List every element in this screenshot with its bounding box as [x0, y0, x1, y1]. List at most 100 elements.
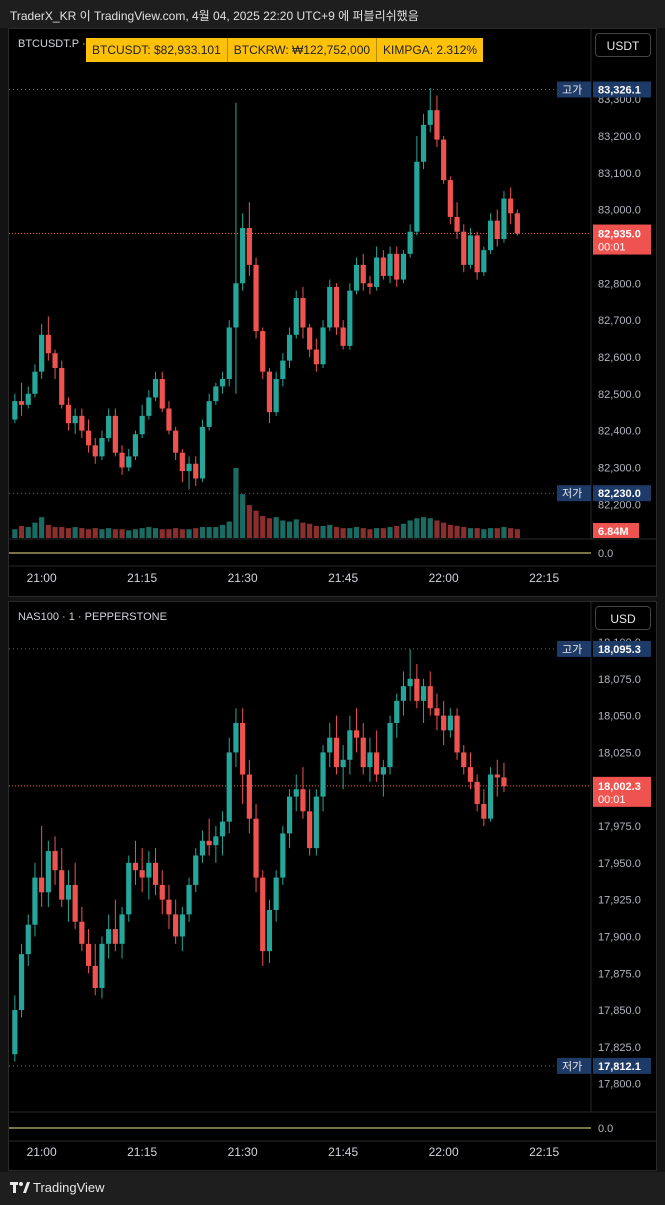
price-tick-label: 83,200.0: [598, 131, 641, 143]
low-tag-label: 저가: [562, 487, 582, 500]
volume-bar: [313, 525, 319, 538]
price-tick-label: 82,700.0: [598, 315, 641, 327]
volume-bar: [347, 528, 353, 538]
volume-bar: [166, 529, 172, 538]
high-value-bg: [593, 640, 651, 657]
candle-body: [414, 678, 420, 701]
candle-body: [119, 452, 125, 468]
time-tick-label: 22:00: [429, 571, 459, 585]
candle-body: [206, 840, 212, 846]
time-tick-label: 21:15: [127, 571, 157, 585]
volume-bar: [514, 529, 520, 538]
candle-body: [213, 836, 219, 846]
candle-body: [166, 408, 172, 431]
volume-bar: [427, 518, 433, 538]
volume-bar: [481, 529, 487, 538]
candle-body: [494, 774, 500, 778]
volume-bar: [367, 529, 373, 538]
candle-body: [139, 415, 145, 435]
candle-body: [193, 855, 199, 885]
volume-bar: [32, 522, 38, 538]
candle-body: [18, 954, 25, 1011]
candle-body: [39, 334, 45, 372]
symbol-label[interactable]: NAS100 · 1 · PEPPERSTONE: [18, 611, 167, 623]
high-value-label: 18,095.3: [598, 644, 641, 656]
candle-body: [260, 331, 266, 372]
countdown-label: 00:01: [598, 242, 626, 254]
candle-body: [501, 777, 507, 787]
volume-bar: [52, 527, 58, 538]
volume-bar: [407, 520, 413, 538]
candle-body: [112, 929, 118, 944]
price-tick-label: 17,850.0: [598, 1005, 641, 1017]
currency-button[interactable]: USDT: [595, 33, 651, 57]
volume-bar: [59, 527, 65, 538]
candle-body: [313, 349, 319, 365]
currency-button[interactable]: USD: [595, 606, 651, 630]
candle-body: [293, 789, 299, 797]
candle-body: [39, 877, 45, 893]
footer-bar: TradingView: [0, 1172, 665, 1205]
tradingview-logo-icon: [10, 1182, 30, 1193]
ticker-strip: BTCUSDT: $82,933.101 BTCKRW: ₩122,752,00…: [86, 38, 484, 62]
price-tick-label: 83,000.0: [598, 205, 641, 217]
volume-bar: [360, 528, 366, 538]
candle-body: [307, 327, 313, 350]
time-tick-label: 22:00: [429, 1145, 459, 1159]
last-price-label: 82,935.0: [598, 229, 641, 241]
price-tick-label: 82,300.0: [598, 462, 641, 474]
candle-body: [106, 415, 112, 438]
time-tick-label: 21:30: [228, 1145, 258, 1159]
volume-bar: [447, 524, 453, 538]
time-tick-label: 21:45: [328, 571, 358, 585]
candle-body: [494, 220, 500, 240]
volume-bar: [374, 528, 380, 538]
candle-body: [286, 334, 293, 361]
candle-body: [280, 833, 286, 878]
volume-bar: [273, 517, 279, 538]
candle-body: [226, 327, 232, 380]
volume-bar: [152, 528, 159, 538]
volume-bar: [112, 529, 118, 538]
candle-body: [65, 404, 72, 424]
symbol-label[interactable]: BTCUSDT.P · 1 ·: [18, 38, 102, 50]
volume-bar: [240, 494, 246, 538]
candle-body: [199, 840, 206, 856]
candle-body: [441, 715, 447, 731]
candle-body: [72, 415, 78, 424]
chart-panel-btcusdt[interactable]: 83,300.083,200.083,100.083,000.082,900.0…: [8, 28, 657, 597]
candle-body: [367, 752, 373, 768]
publish-caption-bar: TraderX_KR 이 TradingView.com, 4월 04, 202…: [0, 0, 665, 28]
candle-body: [514, 213, 520, 234]
volume-bar: [45, 524, 51, 538]
price-tick-label: 82,200.0: [598, 499, 641, 511]
low-tag-bg: [557, 485, 591, 502]
volume-bar: [65, 528, 72, 538]
candle-body: [166, 899, 172, 915]
candle-body: [481, 250, 487, 273]
footer-brand[interactable]: TradingView: [33, 1180, 105, 1195]
volume-bar: [132, 529, 139, 538]
candle-body: [186, 463, 192, 472]
price-chart-btcusdt[interactable]: 83,300.083,200.083,100.083,000.082,900.0…: [9, 29, 656, 596]
candle-body: [407, 231, 413, 254]
volume-bar: [219, 524, 226, 538]
candle-body: [434, 110, 440, 140]
candle-body: [179, 452, 185, 472]
candle-body: [32, 371, 38, 394]
low-value-label: 17,812.1: [598, 1061, 641, 1073]
chart-panel-nas100[interactable]: 18,100.018,075.018,050.018,025.017,975.0…: [8, 601, 657, 1171]
volume-bar: [400, 523, 407, 538]
volume-bar: [173, 528, 179, 538]
price-chart-nas100[interactable]: 18,100.018,075.018,050.018,025.017,975.0…: [9, 602, 656, 1170]
candle-body: [374, 257, 380, 287]
volume-bar: [18, 525, 25, 538]
volume-label: 6.84M: [598, 526, 629, 538]
candle-body: [72, 884, 78, 922]
price-tick-label: 17,900.0: [598, 931, 641, 943]
low-tag-label: 저가: [562, 1060, 582, 1073]
last-price-tag-bg: [593, 776, 651, 807]
publish-caption: TraderX_KR 이 TradingView.com, 4월 04, 202…: [10, 9, 419, 23]
time-tick-label: 21:00: [27, 1145, 57, 1159]
candle-body: [260, 877, 266, 952]
